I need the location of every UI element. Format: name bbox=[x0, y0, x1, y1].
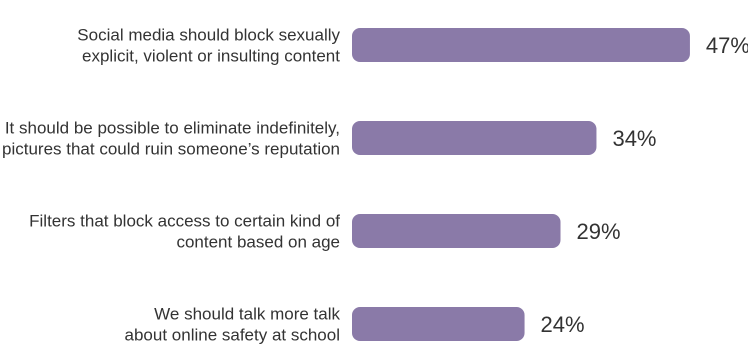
bars-layer bbox=[352, 28, 690, 341]
category-label-2-line-0: Filters that block access to certain kin… bbox=[29, 212, 340, 231]
category-label-0-line-0: Social media should block sexually bbox=[77, 26, 340, 45]
value-label-3: 24% bbox=[541, 312, 585, 337]
bar-3 bbox=[352, 307, 525, 341]
value-label-0: 47% bbox=[706, 33, 748, 58]
bar-0 bbox=[352, 28, 690, 62]
labels-layer: 47% Social media should block sexually exp… bbox=[2, 26, 748, 345]
value-label-1: 34% bbox=[612, 126, 656, 151]
category-label-1-line-1: pictures that could ruin someone’s reput… bbox=[2, 140, 340, 159]
bar-1 bbox=[352, 121, 597, 155]
category-label-0-line-1: explicit, violent or insulting content bbox=[82, 47, 340, 66]
category-label-1-line-0: It should be possible to eliminate indef… bbox=[5, 119, 340, 138]
bar-2 bbox=[352, 214, 561, 248]
category-label-3-line-1: about online safety at school bbox=[125, 326, 340, 345]
category-label-3-line-0: We should talk more talk bbox=[154, 305, 340, 324]
value-label-2: 29% bbox=[577, 219, 621, 244]
category-label-2-line-1: content based on age bbox=[176, 233, 340, 252]
